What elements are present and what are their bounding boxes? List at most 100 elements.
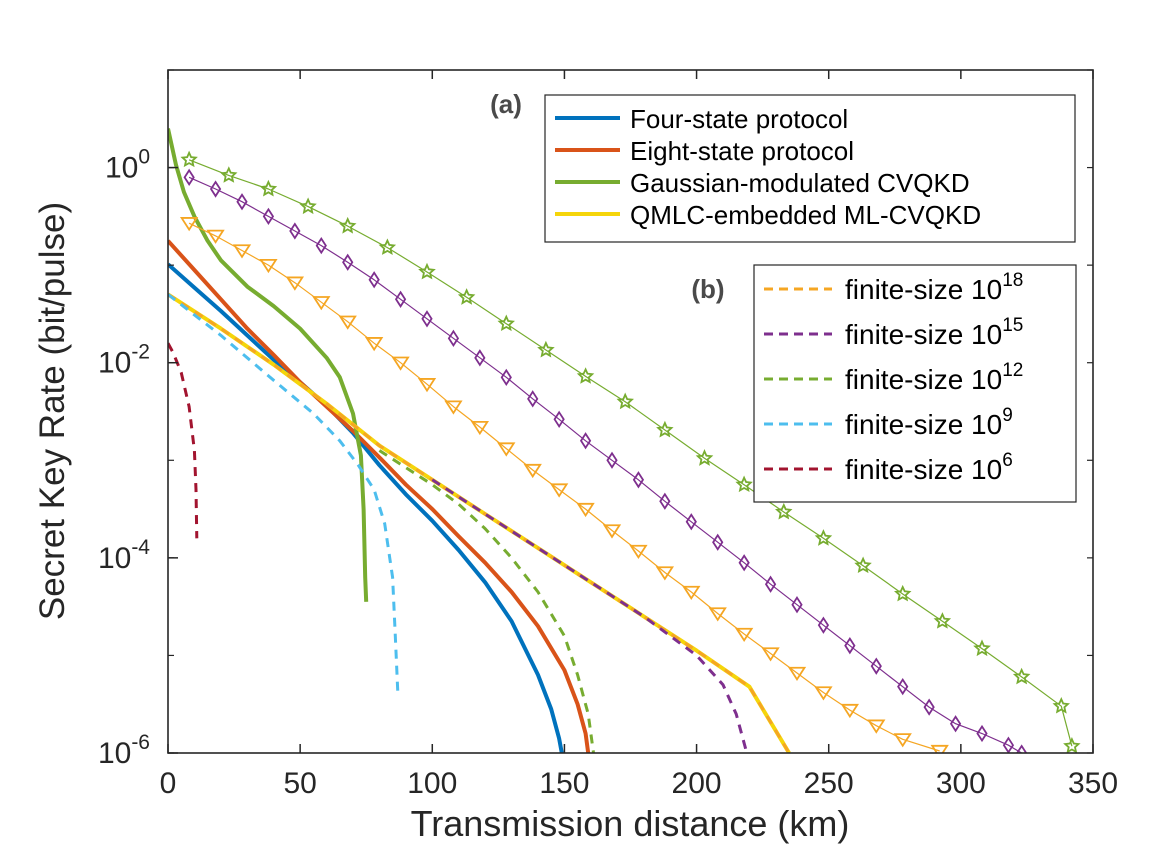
legend-b: finite-size 1018 finite-size 1015 finite-s… bbox=[764, 270, 1023, 485]
series-line bbox=[188, 159, 1073, 747]
series-marker bbox=[394, 290, 407, 308]
series-11 bbox=[179, 217, 949, 753]
series-marker bbox=[391, 356, 410, 371]
series-marker bbox=[712, 533, 724, 551]
series-marker bbox=[923, 698, 935, 716]
series-marker bbox=[312, 296, 331, 311]
x-tick-label: 50 bbox=[283, 767, 316, 800]
x-tick-label: 200 bbox=[672, 767, 722, 800]
series-marker bbox=[339, 216, 357, 234]
series-line bbox=[168, 262, 564, 753]
series-line bbox=[168, 293, 791, 753]
series-marker bbox=[761, 647, 780, 662]
series-marker bbox=[817, 616, 830, 634]
series-5 bbox=[431, 478, 749, 753]
series-marker bbox=[500, 368, 512, 387]
series-marker bbox=[840, 703, 860, 719]
series-1 bbox=[168, 239, 591, 753]
series-marker bbox=[844, 637, 856, 655]
series-line bbox=[431, 478, 749, 753]
series-marker bbox=[220, 166, 238, 183]
series-marker bbox=[183, 168, 195, 186]
series-marker bbox=[616, 392, 634, 410]
series-line bbox=[378, 449, 595, 753]
series-marker bbox=[1063, 737, 1081, 753]
y-axis-label: Secret Key Rate (bit/pulse) bbox=[33, 202, 72, 620]
legend-b-label: finite-size 1015 bbox=[845, 315, 1023, 350]
legend-b-label: finite-size 106 bbox=[845, 450, 1013, 485]
series-7 bbox=[168, 293, 400, 695]
series-marker bbox=[1052, 697, 1070, 714]
series-marker bbox=[289, 222, 301, 240]
series-marker bbox=[897, 677, 909, 696]
series-marker bbox=[708, 607, 727, 622]
series-2 bbox=[168, 128, 369, 602]
series-marker bbox=[632, 471, 645, 489]
series-marker bbox=[949, 715, 962, 733]
series-marker bbox=[933, 612, 952, 629]
series-marker bbox=[259, 258, 278, 274]
series-marker bbox=[1002, 736, 1015, 753]
series-marker bbox=[417, 378, 437, 393]
series-marker bbox=[606, 451, 618, 469]
series-marker bbox=[685, 513, 697, 531]
series-marker bbox=[973, 639, 991, 657]
series-marker bbox=[179, 217, 199, 232]
series-marker bbox=[523, 463, 542, 479]
series-marker bbox=[579, 432, 592, 450]
series-marker bbox=[787, 666, 807, 682]
series-marker bbox=[549, 483, 569, 498]
series-line bbox=[168, 128, 369, 602]
legend-a-label: Gaussian-modulated CVQKD bbox=[630, 168, 970, 198]
series-marker bbox=[338, 315, 357, 330]
series-0 bbox=[168, 262, 564, 753]
series-marker bbox=[682, 585, 701, 601]
legend-a-box bbox=[544, 94, 1076, 243]
series-marker bbox=[655, 566, 675, 581]
series-marker bbox=[695, 449, 714, 466]
series-marker bbox=[814, 529, 833, 546]
legend-b-box bbox=[753, 264, 1077, 503]
series-6 bbox=[378, 449, 595, 753]
y-tick-label: 10-2 bbox=[98, 341, 150, 380]
series-marker bbox=[893, 733, 912, 748]
series-marker bbox=[602, 524, 622, 539]
series-marker bbox=[299, 197, 317, 215]
legend-a-label: QMLC-embedded ML-CVQKD bbox=[630, 200, 981, 230]
x-tick-label: 350 bbox=[1068, 767, 1118, 800]
series-marker bbox=[656, 420, 674, 438]
x-tick-label: 100 bbox=[407, 767, 457, 800]
legend-b-label: finite-size 109 bbox=[845, 405, 1013, 440]
x-tick-label: 250 bbox=[804, 767, 854, 800]
series-marker bbox=[764, 575, 777, 593]
series-marker bbox=[342, 253, 354, 271]
series-layer bbox=[168, 128, 1081, 753]
legend-a-label: Four-state protocol bbox=[630, 104, 848, 134]
series-marker bbox=[206, 229, 225, 244]
series-marker bbox=[775, 502, 793, 520]
series-marker bbox=[553, 410, 565, 428]
legend-a-label: Eight-state protocol bbox=[630, 136, 854, 166]
series-marker bbox=[364, 337, 384, 352]
series-marker bbox=[474, 349, 486, 367]
series-marker bbox=[209, 180, 222, 198]
panel-label-a: (a) bbox=[490, 89, 522, 119]
series-marker bbox=[791, 596, 803, 614]
series-marker bbox=[527, 390, 539, 408]
series-marker bbox=[1012, 667, 1031, 685]
series-9 bbox=[180, 150, 1081, 753]
axes-frame bbox=[167, 69, 1094, 754]
x-tick-label: 0 bbox=[160, 767, 177, 800]
series-marker bbox=[447, 329, 460, 347]
series-marker bbox=[738, 554, 750, 572]
series-marker bbox=[457, 288, 476, 305]
series-line bbox=[188, 176, 1022, 753]
series-line bbox=[188, 222, 940, 752]
series-marker bbox=[470, 420, 490, 436]
series-marker bbox=[285, 276, 305, 291]
x-tick-label: 150 bbox=[539, 767, 589, 800]
series-marker bbox=[576, 502, 595, 518]
series-4 bbox=[168, 293, 791, 753]
series-marker bbox=[262, 207, 275, 226]
